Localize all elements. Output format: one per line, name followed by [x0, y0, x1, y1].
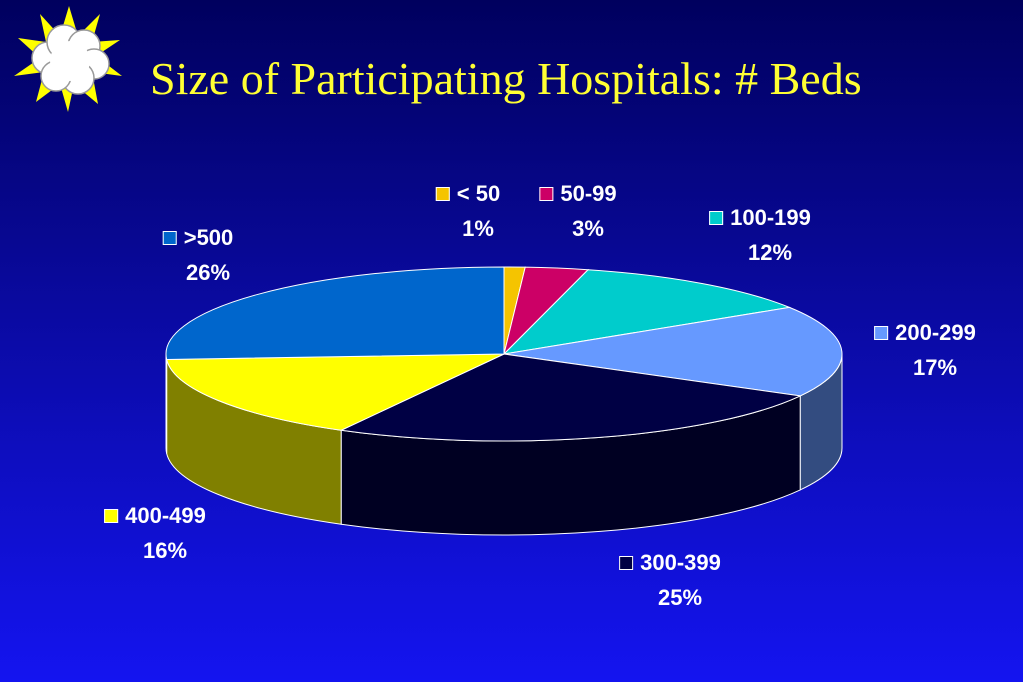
legend-swatch	[874, 325, 889, 340]
legend-swatch	[162, 230, 177, 245]
slice-label-5: 400-499 16%	[104, 498, 206, 568]
slice-category: 50-99	[560, 181, 617, 206]
legend-swatch	[435, 186, 450, 201]
pie-slice-5	[166, 353, 505, 431]
legend-swatch	[709, 210, 724, 225]
slice-label-1: 50-99 3%	[539, 176, 617, 246]
slice-label-2: 100-199 12%	[709, 200, 811, 270]
slice-label-4: 300-399 25%	[619, 545, 721, 615]
slice-percent: 1%	[462, 216, 494, 241]
slice-label-3: 200-299 17%	[874, 315, 976, 385]
slice-percent: 17%	[912, 355, 958, 380]
slice-category: 400-499	[125, 503, 206, 528]
pie-slice-3	[503, 306, 843, 397]
slice-percent: 25%	[657, 585, 703, 610]
pie-slice-6	[165, 266, 505, 360]
slice-percent: 3%	[572, 216, 604, 241]
slice-percent: 26%	[185, 260, 231, 285]
legend-swatch	[539, 186, 554, 201]
starburst-cloud-icon	[12, 6, 127, 121]
legend-swatch	[104, 508, 119, 523]
slice-category: 300-399	[640, 550, 721, 575]
slice-label-0: < 50 1%	[435, 176, 501, 246]
pie-side-6	[165, 353, 168, 454]
slice-category: 100-199	[730, 205, 811, 230]
pie-tops	[165, 266, 843, 442]
legend-swatch	[619, 555, 634, 570]
pie-sides	[165, 353, 843, 536]
slice-label-6: >500 26%	[162, 220, 234, 290]
pie-slice-2	[502, 269, 792, 355]
slice-percent: 12%	[747, 240, 793, 265]
slice-category: 200-299	[895, 320, 976, 345]
slice-category: < 50	[456, 181, 501, 206]
pie-slice-4	[339, 353, 802, 442]
slice-percent: 16%	[142, 538, 188, 563]
page-title: Size of Participating Hospitals: # Beds	[150, 53, 862, 104]
slice-category: >500	[183, 225, 234, 250]
